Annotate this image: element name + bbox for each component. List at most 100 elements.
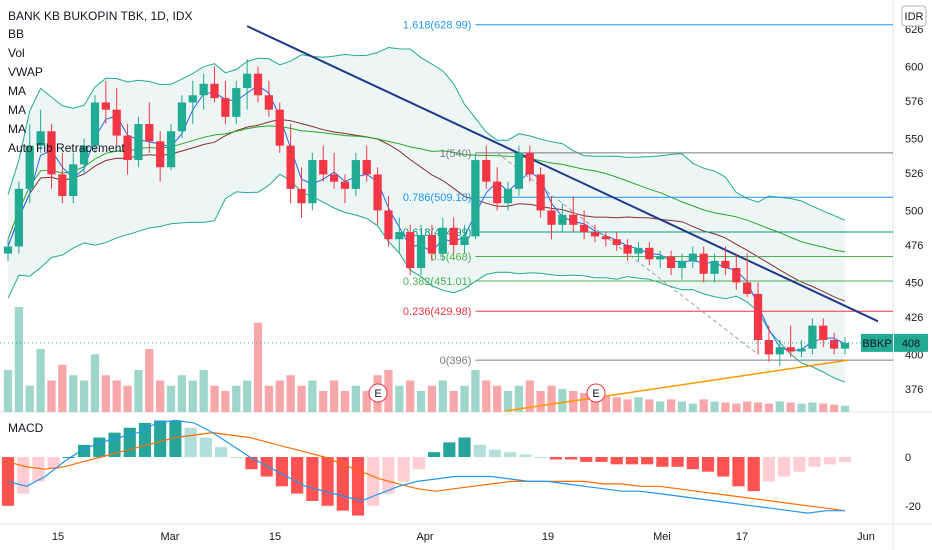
macd-histogram-bar <box>260 457 273 477</box>
volume-bar <box>493 385 502 412</box>
candle-body <box>634 247 643 254</box>
candle-body <box>688 253 697 261</box>
macd-histogram-bar <box>625 457 639 465</box>
candle-body <box>743 282 752 294</box>
macd-histogram-bar <box>336 457 349 511</box>
candle-body <box>112 109 121 136</box>
volume-bar <box>210 385 219 412</box>
volume-bar <box>351 385 360 412</box>
volume-bar <box>14 307 24 412</box>
volume-bar <box>177 375 187 412</box>
candle-body <box>460 236 469 245</box>
macd-histogram-bar <box>610 457 623 465</box>
candle-body <box>101 102 110 110</box>
volume-bar <box>123 385 132 412</box>
candle-body <box>79 145 89 165</box>
macd-histogram-bar <box>367 457 380 506</box>
price-tick-label: 626 <box>905 24 923 36</box>
candle-body <box>69 164 78 197</box>
candle-body <box>308 160 317 204</box>
macd-histogram-bar <box>230 457 243 459</box>
candle-body <box>493 181 502 204</box>
candle-body <box>525 152 534 175</box>
volume-bar <box>634 397 643 412</box>
macd-histogram-bar <box>488 449 502 458</box>
candle-body <box>438 227 447 254</box>
last-price-tag <box>894 333 928 352</box>
candle-body <box>25 145 34 189</box>
bollinger-upper-line <box>7 46 846 221</box>
volume-bar <box>677 401 687 412</box>
macd-histogram-bar <box>351 457 365 516</box>
candle-body <box>156 141 165 168</box>
macd-histogram-bar <box>580 457 593 462</box>
macd-histogram-bar <box>245 457 258 470</box>
macd-histogram-bar <box>823 457 836 465</box>
macd-signal-line <box>7 431 846 512</box>
bollinger-basis-line <box>7 118 846 302</box>
chart-title: BANK KB BUKOPIN TBK, 1D, IDX <box>8 9 193 23</box>
candle-body <box>601 236 610 240</box>
macd-histogram-bar <box>671 457 684 467</box>
candle-body <box>829 340 839 349</box>
volume-bar <box>819 403 828 412</box>
volume-bar <box>590 395 600 412</box>
macd-histogram-bar <box>199 437 212 458</box>
indicator-label: MA <box>8 122 26 136</box>
indicator-label: VWAP <box>8 65 43 79</box>
candle-body <box>199 83 208 96</box>
candle-body <box>721 260 730 269</box>
candle-body <box>145 124 154 142</box>
candle-body <box>732 268 741 283</box>
macd-histogram-bar <box>686 457 699 470</box>
candle-body <box>188 95 197 103</box>
candle-body <box>177 102 187 132</box>
price-tick-label: 500 <box>905 205 923 217</box>
volume-bar <box>416 391 426 412</box>
candle-body <box>329 174 339 182</box>
macd-histogram-bar <box>458 437 471 458</box>
volume-bar <box>232 385 241 412</box>
volume-bar <box>3 370 13 412</box>
volume-bar <box>319 391 328 412</box>
macd-histogram-bar <box>808 457 821 467</box>
volume-bar <box>58 364 67 412</box>
candle-body <box>123 135 132 161</box>
time-tick-label: Mei <box>653 531 671 543</box>
candle-body <box>699 253 708 274</box>
volume-bar <box>47 380 56 412</box>
candle-body <box>319 160 328 175</box>
macd-histogram-bar <box>169 420 182 458</box>
volume-bar <box>656 401 665 412</box>
candle-body <box>134 124 143 161</box>
bollinger-band-fill <box>8 47 845 383</box>
candle-body <box>264 95 274 110</box>
macd-histogram-bar <box>838 457 852 462</box>
candle-body <box>384 210 393 240</box>
macd-histogram-bar <box>564 457 578 460</box>
macd-histogram-bar <box>47 457 60 470</box>
time-tick-label: Jun <box>857 531 875 543</box>
macd-histogram-bar <box>549 457 562 460</box>
volume-bar <box>753 402 763 412</box>
volume-bar <box>275 380 284 412</box>
fib-level-label: 0.5(468) <box>430 252 471 264</box>
time-tick-label: 19 <box>542 531 554 543</box>
fib-level-label: 0.382(451.01) <box>403 276 472 288</box>
earnings-marker <box>368 383 388 403</box>
candle-body <box>753 293 763 341</box>
macd-histogram-bar <box>443 442 456 458</box>
price-tick-label: 526 <box>905 168 923 180</box>
volume-bar <box>286 375 295 412</box>
macd-histogram-bar <box>32 457 45 482</box>
macd-line <box>7 419 845 514</box>
candle-body <box>819 325 828 341</box>
macd-histogram-bar <box>428 452 441 458</box>
volume-bar <box>579 393 589 412</box>
macd-histogram-bar <box>732 457 745 487</box>
macd-histogram-bar <box>412 457 425 470</box>
volume-bar <box>688 403 697 412</box>
volume-bar <box>775 401 784 412</box>
earnings-marker-label: E <box>592 388 599 400</box>
